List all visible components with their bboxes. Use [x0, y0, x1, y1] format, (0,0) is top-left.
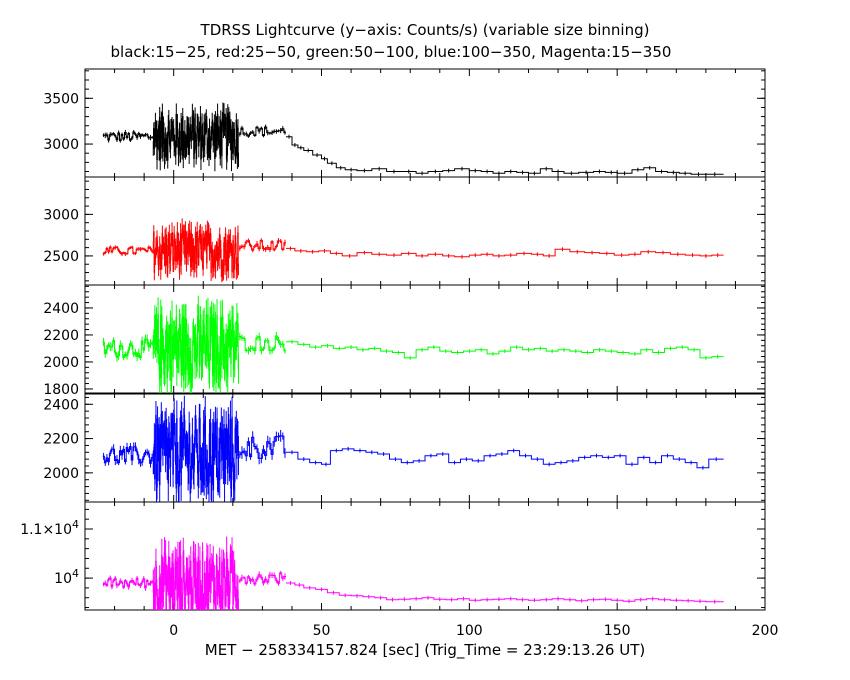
data-steps — [286, 247, 724, 258]
y-tick-label: 3000 — [43, 137, 79, 153]
chart-subtitle: black:15−25, red:25−50, green:50−100, bl… — [111, 43, 672, 61]
data-segment — [102, 246, 153, 255]
panel-50-100: 1800 2000 2200 2400 — [43, 284, 766, 398]
data-steps — [286, 448, 724, 469]
x-tick-label: 150 — [604, 623, 631, 639]
data-segment — [102, 577, 153, 589]
y-tick-label: 2200 — [43, 432, 79, 448]
data-segment — [102, 131, 153, 142]
y-tick-label: 1800 — [43, 382, 79, 398]
panel-15-25: 3000 3500 — [43, 68, 766, 178]
x-tick-label: 100 — [456, 623, 483, 639]
y-tick-label: 2400 — [43, 301, 79, 317]
x-tick-label: 0 — [169, 623, 178, 639]
y-tick-label: 1.1×104 — [20, 518, 79, 538]
series-100-350 — [102, 395, 724, 502]
y-tick-label: 2400 — [43, 397, 79, 413]
y-tick-label: 104 — [54, 567, 79, 587]
data-segment — [238, 239, 286, 251]
panels-group: 3000 3500 2500 3000 1800 2000 2200 2400 2000 2200… — [20, 68, 766, 611]
data-steps — [286, 341, 724, 359]
y-tick-label: 3500 — [43, 91, 79, 107]
panel-100-350: 2000 2200 2400 — [43, 393, 766, 503]
series-15-25 — [102, 102, 724, 177]
y-tick-label: 3000 — [43, 207, 79, 223]
x-axis-label: MET − 258334157.824 [sec] (Trig_Time = 2… — [205, 641, 645, 660]
series-25-50 — [102, 218, 724, 283]
panel-15-350: 104 1.1×104 — [20, 501, 766, 611]
data-segment — [153, 551, 239, 610]
data-segment — [153, 229, 239, 273]
data-segment — [238, 572, 286, 585]
y-tick-label: 2200 — [43, 328, 79, 344]
data-steps — [286, 136, 724, 175]
x-axis: 0 50 100 150 200 — [169, 623, 778, 639]
data-steps — [286, 582, 724, 603]
panel-25-50: 2500 3000 — [43, 176, 766, 286]
data-segment — [102, 446, 153, 464]
data-segment — [238, 435, 286, 459]
panel-frame — [84, 284, 766, 394]
y-tick-label: 2000 — [43, 355, 79, 371]
data-segment — [153, 313, 239, 383]
data-segment — [238, 126, 286, 137]
chart-title: TDRSS Lightcurve (y−axis: Counts/s) (var… — [200, 21, 650, 39]
panel-frame — [84, 501, 766, 611]
y-tick-label: 2000 — [43, 466, 79, 482]
x-tick-label: 50 — [313, 623, 331, 639]
series-50-100 — [102, 295, 724, 393]
y-tick-label: 2500 — [43, 249, 79, 265]
series-15-350 — [102, 536, 724, 610]
data-segment — [102, 338, 153, 359]
data-segment — [238, 335, 286, 352]
x-tick-label: 200 — [752, 623, 779, 639]
data-segment — [153, 112, 239, 161]
data-segment — [153, 414, 239, 494]
